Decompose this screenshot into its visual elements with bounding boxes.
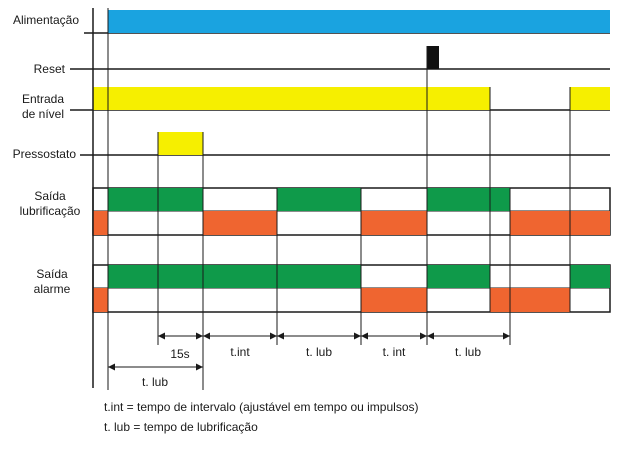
label-entrada-1: Entrada	[22, 92, 64, 106]
alarm-on-1	[108, 265, 361, 288]
interval-tint-1: t.int	[230, 345, 250, 359]
level-bar-1	[93, 87, 490, 110]
lub-off-3	[361, 211, 427, 235]
label-entrada-2: de nível	[22, 107, 64, 121]
alarm-off-3	[490, 288, 570, 312]
label-alarme-2: alarme	[34, 282, 71, 296]
interval-arrows	[108, 332, 510, 371]
note-tlub: t. lub = tempo de lubrificação	[104, 420, 258, 434]
power-bar	[108, 10, 610, 33]
lub-off-4	[510, 211, 610, 235]
alarm-on-3	[570, 265, 610, 288]
alarm-off-1	[93, 288, 108, 312]
label-alarme-1: Saída	[36, 267, 68, 281]
label-reset: Reset	[34, 62, 66, 76]
lub-on-1	[108, 188, 203, 211]
alarm-off-2	[361, 288, 427, 312]
event-lines	[107, 8, 571, 390]
interval-tint-2: t. int	[383, 345, 406, 359]
interval-15s: 15s	[170, 347, 189, 361]
interval-tlub-first: t. lub	[142, 375, 168, 389]
lub-on-2	[277, 188, 361, 211]
interval-tlub-1: t. lub	[306, 345, 332, 359]
lub-off-2	[203, 211, 277, 235]
lubrication-output	[92, 187, 611, 236]
label-pressostato: Pressostato	[13, 147, 77, 161]
lub-on-3	[427, 188, 510, 211]
pressure-pulse	[158, 132, 203, 155]
label-lubrificacao-1: Saída	[34, 189, 66, 203]
note-tint: t.int = tempo de intervalo (ajustável em…	[104, 400, 419, 414]
label-lubrificacao-2: lubrificação	[20, 204, 81, 218]
level-bar-2	[570, 87, 610, 110]
alarm-on-2	[427, 265, 490, 288]
alarm-output	[92, 264, 611, 313]
lub-off-1	[93, 211, 108, 235]
reset-pulse	[427, 46, 439, 69]
interval-tlub-2: t. lub	[455, 345, 481, 359]
label-alimentacao: Alimentação	[13, 13, 79, 27]
